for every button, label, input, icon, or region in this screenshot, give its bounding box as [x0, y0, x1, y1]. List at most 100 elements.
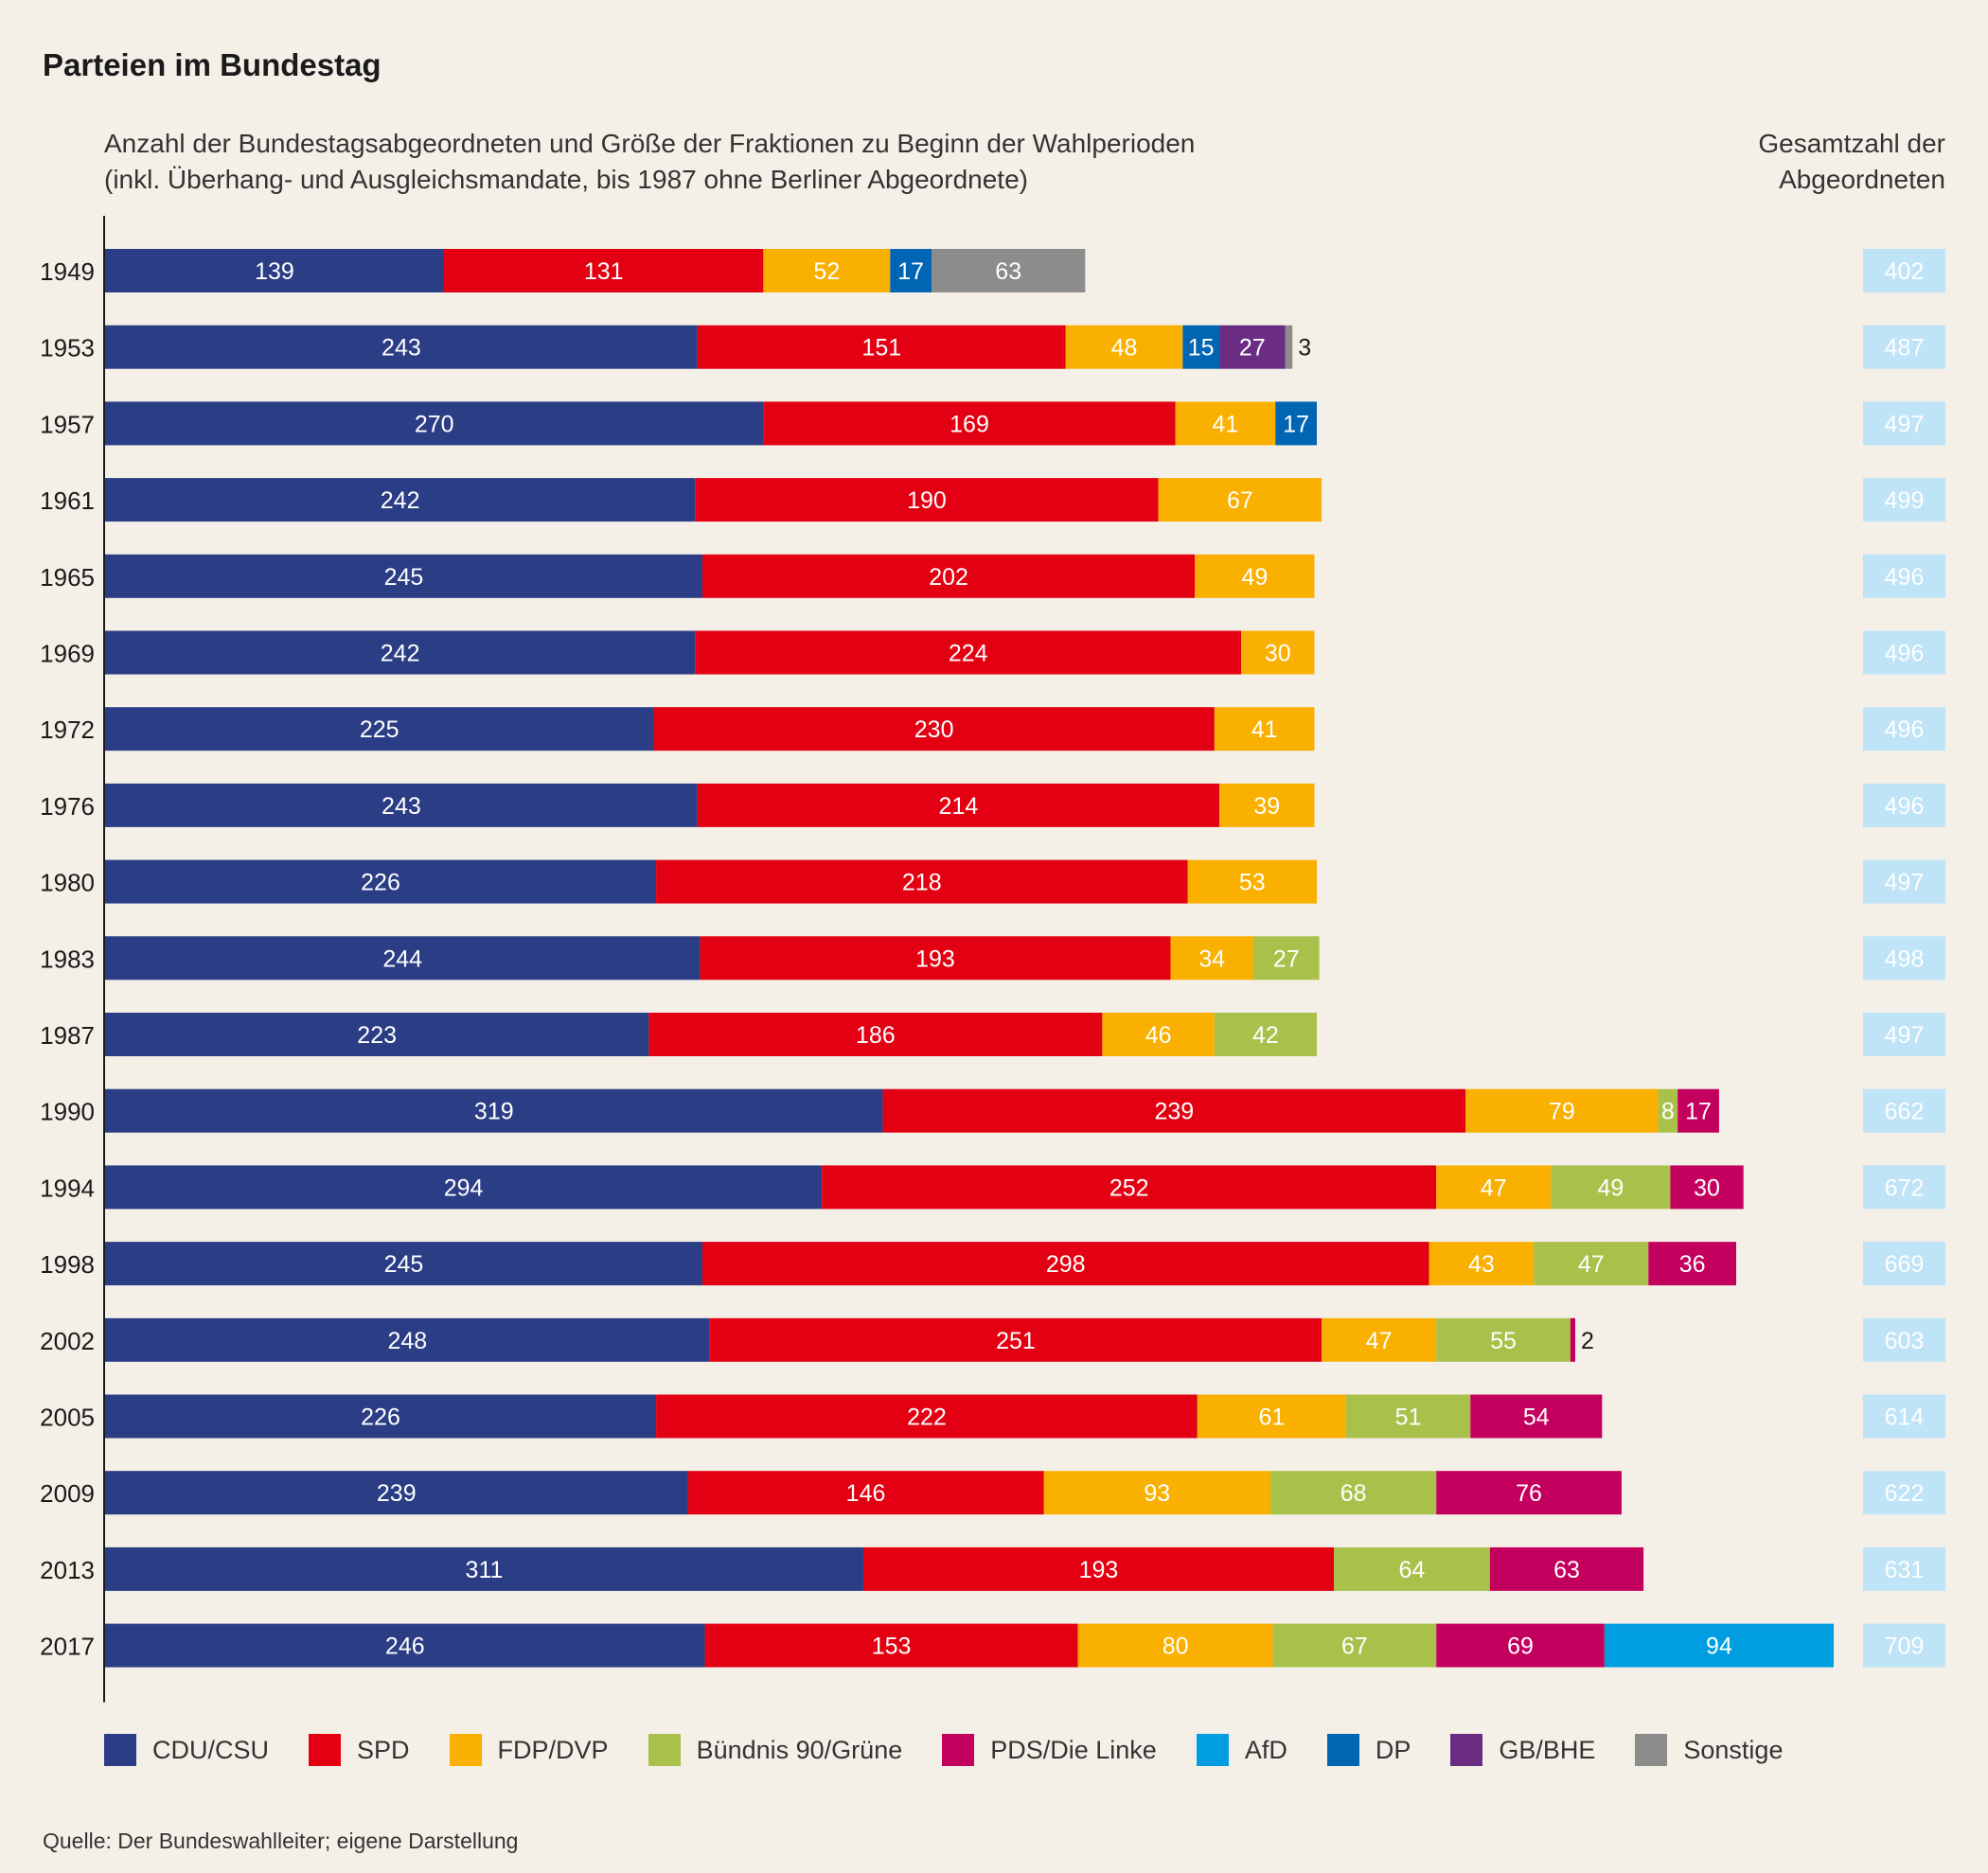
bar-value-label: 76 — [1516, 1480, 1542, 1507]
bar-value-label: 224 — [949, 641, 988, 667]
bar-value-label: 36 — [1679, 1251, 1706, 1278]
bar-value-label: 47 — [1578, 1251, 1605, 1278]
bar-value-label: 46 — [1145, 1022, 1172, 1049]
bar-segment — [105, 1471, 688, 1515]
bar-segment — [1197, 1394, 1346, 1439]
total-box — [1863, 630, 1945, 675]
legend-item: Sonstige — [1635, 1734, 1783, 1766]
bar-segment — [1187, 859, 1318, 904]
bar-value-label: 311 — [466, 1557, 504, 1583]
total-value-label: 487 — [1885, 335, 1925, 362]
legend-item: SPD — [309, 1734, 410, 1766]
legend-swatch — [1635, 1734, 1668, 1766]
bar-segment — [763, 249, 891, 292]
bar-value-label: 319 — [474, 1099, 514, 1125]
total-value-label: 622 — [1885, 1480, 1925, 1507]
legend-label: SPD — [357, 1735, 410, 1764]
year-label: 1983 — [40, 945, 95, 973]
bar-segment — [1677, 1088, 1719, 1133]
bar-segment — [443, 249, 764, 292]
bar-value-label: 252 — [1109, 1175, 1149, 1201]
bar-segment — [656, 859, 1188, 904]
bar-value-label: 17 — [1685, 1099, 1712, 1125]
legend-item: CDU/CSU — [104, 1734, 269, 1766]
bar-value-label: 248 — [387, 1328, 427, 1354]
bar-value-label: 223 — [357, 1022, 397, 1049]
bar-value-label: 270 — [415, 411, 454, 437]
bar-segment — [1436, 1623, 1605, 1668]
bar-value-label: 251 — [996, 1328, 1036, 1354]
bar-segment — [105, 1317, 710, 1362]
subtitle-line-2: (inkl. Überhang- und Ausgleichsmandate, … — [104, 165, 1028, 194]
bar-value-label: 246 — [385, 1634, 425, 1660]
bar-segment — [1470, 1394, 1603, 1439]
bar-segment — [1604, 1623, 1834, 1668]
source-note: Quelle: Der Bundeswahlleiter; eigene Dar… — [43, 1829, 519, 1853]
bar-segment — [1218, 325, 1286, 369]
bar-segment — [1253, 936, 1320, 981]
bar-value-label: 68 — [1340, 1480, 1367, 1507]
total-box — [1863, 325, 1945, 369]
bar-value-label: 3 — [1298, 335, 1311, 362]
legend: CDU/CSU SPD FDP/DVP Bündnis 90/Grüne PDS/Die… — [104, 1734, 1822, 1766]
bar-value-label: 298 — [1046, 1251, 1086, 1278]
bar-value-label: 64 — [1399, 1557, 1426, 1583]
bar-segment — [105, 707, 654, 751]
bar-segment — [1170, 936, 1254, 981]
legend-label: FDP/DVP — [497, 1735, 609, 1764]
bar-segment — [653, 707, 1215, 751]
total-value-label: 499 — [1885, 487, 1925, 514]
bar-value-label: 54 — [1523, 1405, 1550, 1431]
bar-segment — [1218, 783, 1315, 827]
legend-label: DP — [1375, 1735, 1411, 1764]
total-box — [1863, 1165, 1945, 1210]
bar-segment — [1551, 1165, 1671, 1210]
total-column-header: Gesamtzahl der Abgeordneten — [1758, 126, 1945, 198]
bar-value-label: 30 — [1694, 1175, 1720, 1201]
bar-segment — [1489, 1546, 1644, 1591]
bar-segment — [1334, 1546, 1490, 1591]
total-value-label: 496 — [1885, 793, 1925, 820]
total-value-label: 672 — [1885, 1175, 1925, 1201]
bar-segment — [1436, 1471, 1622, 1515]
legend-item: FDP/DVP — [449, 1734, 609, 1766]
subtitle-line-1: Anzahl der Bundestagsabgeordneten und Gr… — [104, 129, 1196, 158]
total-value-label: 496 — [1885, 716, 1925, 743]
legend-swatch — [942, 1734, 975, 1766]
bar-value-label: 153 — [872, 1634, 912, 1660]
bar-value-label: 67 — [1227, 487, 1253, 514]
bar-value-label: 226 — [361, 870, 400, 896]
bar-segment — [1275, 401, 1318, 446]
bar-value-label: 222 — [907, 1405, 947, 1431]
bar-segment — [709, 1317, 1322, 1362]
bar-value-label: 49 — [1597, 1175, 1624, 1201]
total-box — [1863, 783, 1945, 827]
bar-value-label: 243 — [382, 335, 421, 362]
bar-segment — [1214, 707, 1315, 751]
bar-value-label: 17 — [1283, 411, 1309, 437]
total-value-label: 496 — [1885, 641, 1925, 667]
bar-value-label: 226 — [361, 1405, 400, 1431]
bar-value-label: 39 — [1253, 793, 1280, 820]
bar-segment — [105, 325, 698, 369]
total-box — [1863, 1242, 1945, 1286]
bar-value-label: 294 — [444, 1175, 484, 1201]
total-value-label: 497 — [1885, 870, 1925, 896]
bar-value-label: 41 — [1251, 716, 1278, 743]
total-header-line-2: Abgeordneten — [1779, 165, 1945, 194]
year-label: 1987 — [40, 1021, 95, 1050]
bar-value-label: 94 — [1706, 1634, 1732, 1660]
bar-segment — [105, 478, 696, 522]
total-box — [1863, 1088, 1945, 1133]
bar-segment — [1436, 1317, 1571, 1362]
bar-value-label: 230 — [914, 716, 954, 743]
bar-segment — [932, 249, 1086, 292]
total-value-label: 402 — [1885, 258, 1925, 285]
bar-value-label: 151 — [861, 335, 901, 362]
legend-swatch — [1326, 1734, 1359, 1766]
total-value-label: 497 — [1885, 411, 1925, 437]
bar-value-label: 169 — [950, 411, 989, 437]
year-label: 2009 — [40, 1479, 95, 1508]
legend-item: DP — [1326, 1734, 1411, 1766]
bar-value-label: 67 — [1341, 1634, 1368, 1660]
